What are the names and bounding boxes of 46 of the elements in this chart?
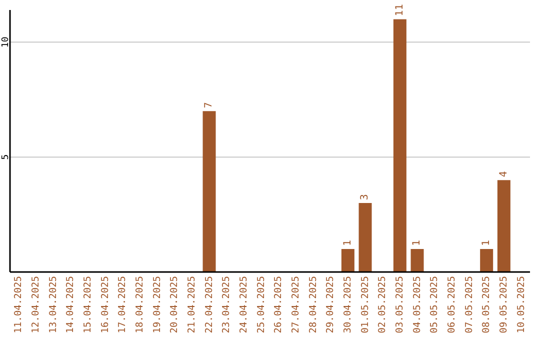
data-label: 3 [360, 194, 371, 200]
x-tick-label: 18.04.2025 [134, 276, 146, 334]
x-tick-label: 10.05.2025 [516, 276, 527, 334]
x-tick-label: 24.04.2025 [238, 276, 250, 334]
x-tick-label: 29.04.2025 [325, 276, 336, 334]
data-label: 1 [342, 240, 354, 246]
x-tick-label: 01.05.2025 [360, 276, 371, 334]
x-tick-label: 17.04.2025 [117, 276, 128, 334]
data-label: 1 [481, 240, 492, 246]
bar [358, 203, 372, 272]
bar [393, 19, 406, 272]
data-label: 11 [394, 4, 406, 16]
bar [410, 249, 424, 272]
y-tick-label: 10 [1, 36, 11, 48]
x-tick-label: 20.04.2025 [169, 276, 180, 334]
data-label: 7 [204, 102, 215, 108]
x-tick-label: 12.04.2025 [30, 276, 42, 334]
data-label: 4 [498, 171, 510, 178]
x-tick-label: 22.04.2025 [204, 276, 215, 334]
x-tick-label: 06.05.2025 [446, 276, 458, 334]
x-tick-label: 14.04.2025 [65, 276, 76, 334]
x-tick-label: 16.04.2025 [100, 276, 111, 334]
x-tick-label: 13.04.2025 [48, 276, 59, 334]
data-label: 1 [412, 240, 423, 246]
x-tick-label: 21.04.2025 [186, 276, 198, 334]
x-tick-label: 04.05.2025 [412, 276, 423, 334]
bar [480, 249, 494, 272]
x-tick-label: 11.04.2025 [13, 276, 24, 334]
x-tick-label: 02.05.2025 [377, 276, 388, 334]
x-tick-label: 27.04.2025 [290, 276, 302, 334]
y-tick-label: 5 [1, 154, 11, 160]
x-tick-label: 03.05.2025 [394, 276, 406, 334]
x-tick-label: 30.04.2025 [342, 276, 354, 334]
x-tick-label: 15.04.2025 [82, 276, 94, 334]
x-tick-label: 26.04.2025 [273, 276, 284, 334]
bar [341, 249, 354, 272]
x-tick-label: 08.05.2025 [481, 276, 492, 334]
x-tick-label: 23.04.2025 [221, 276, 232, 334]
x-tick-label: 05.05.2025 [429, 276, 440, 334]
x-tick-label: 19.04.2025 [152, 276, 163, 334]
bar [497, 180, 510, 272]
x-tick-label: 28.04.2025 [308, 276, 319, 334]
x-tick-label: 07.05.2025 [464, 276, 475, 334]
x-tick-label: 09.05.2025 [498, 276, 510, 334]
bar [202, 111, 216, 272]
x-tick-label: 25.04.2025 [256, 276, 267, 334]
